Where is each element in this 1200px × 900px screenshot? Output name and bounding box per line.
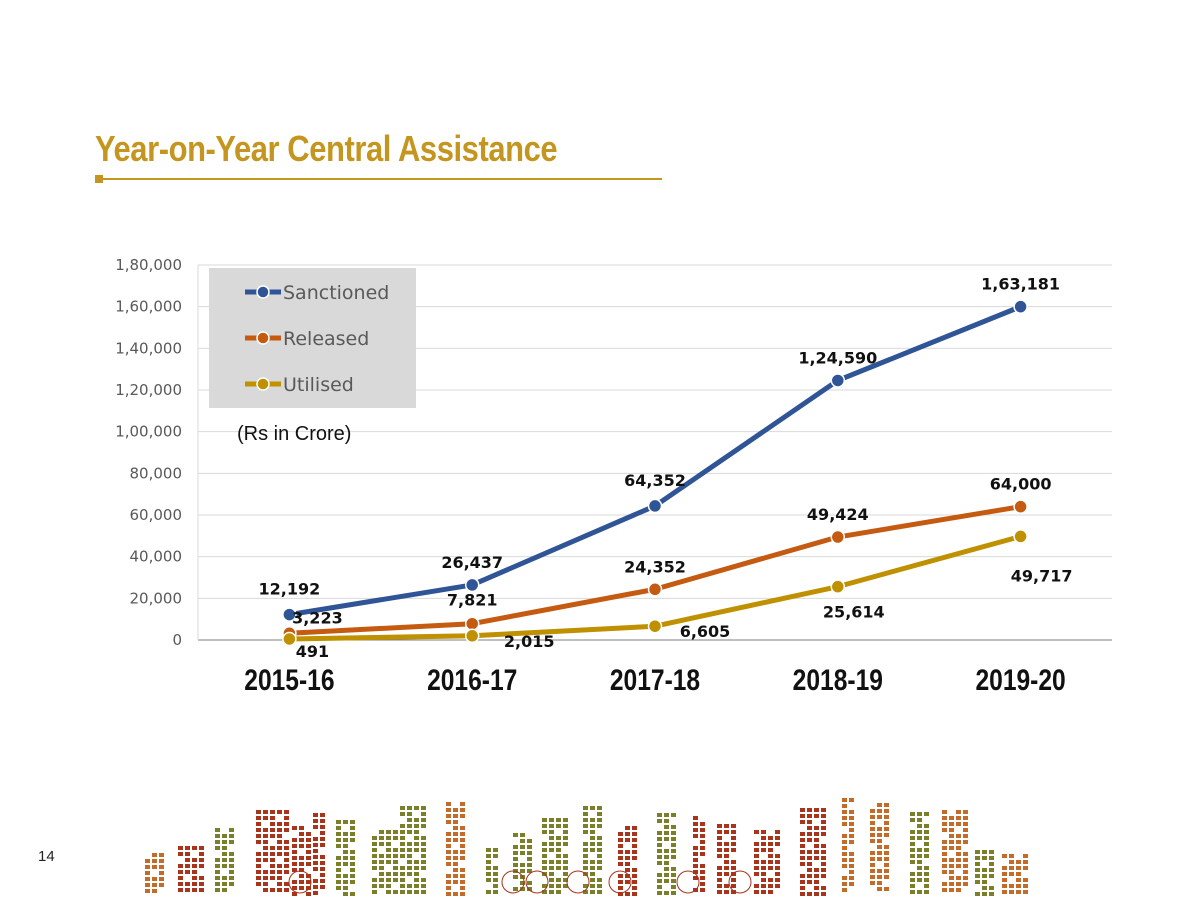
legend-label: Released: [283, 328, 369, 350]
tree-icon: [525, 870, 549, 894]
skyline-building: [975, 850, 994, 896]
skyline-building: [583, 806, 602, 894]
skyline-building: [256, 810, 289, 892]
skyline-building: [336, 820, 355, 896]
skyline-building: [618, 826, 637, 896]
x-tick-label: 2017-18: [610, 663, 700, 697]
y-tick-label: 0: [172, 631, 182, 649]
data-label: 25,614: [823, 603, 885, 622]
data-point: [282, 631, 297, 647]
data-label: 12,192: [259, 580, 321, 599]
skyline-building: [372, 830, 398, 894]
skyline-building: [400, 806, 426, 894]
unit-note: (Rs in Crore): [237, 423, 351, 445]
data-point: [464, 577, 480, 593]
legend-swatch-marker: [256, 331, 270, 345]
title-underline: [95, 178, 662, 180]
data-point: [1013, 299, 1028, 314]
data-label: 3,223: [292, 608, 343, 627]
data-point: [282, 607, 297, 622]
x-tick-label: 2016-17: [427, 663, 517, 697]
data-point: [1013, 499, 1028, 514]
legend-label: Sanctioned: [283, 282, 389, 304]
y-tick-label: 1,20,000: [115, 381, 182, 399]
skyline-building: [292, 826, 311, 896]
data-label: 64,000: [990, 475, 1052, 494]
skyline-building: [215, 828, 234, 892]
legend-swatch-marker: [256, 377, 270, 391]
legend-label: Utilised: [283, 374, 354, 396]
data-label: 49,717: [1011, 566, 1073, 585]
y-tick-label: 60,000: [130, 506, 183, 524]
y-tick-label: 1,00,000: [115, 423, 182, 441]
y-tick-label: 80,000: [130, 464, 183, 482]
tree-icon: [566, 870, 590, 894]
tree-icon: [288, 870, 312, 894]
data-label: 7,821: [447, 591, 498, 610]
skyline-building: [942, 810, 968, 892]
data-label: 2,015: [504, 632, 555, 651]
data-point: [647, 618, 663, 634]
data-point: [647, 498, 663, 514]
x-tick-label: 2019-20: [975, 663, 1065, 697]
data-label: 491: [296, 642, 329, 661]
y-tick-label: 40,000: [130, 548, 183, 566]
skyline-building: [446, 802, 465, 896]
skyline-building: [1002, 854, 1028, 894]
legend-swatch-marker: [256, 285, 270, 299]
legend-box: [209, 268, 416, 408]
y-tick-label: 1,80,000: [115, 256, 182, 274]
data-label: 49,424: [807, 505, 869, 524]
tree-icon: [728, 870, 752, 894]
skyline-building: [542, 818, 568, 894]
data-label: 24,352: [624, 557, 686, 576]
skyline-building: [870, 803, 889, 891]
tree-icon: [676, 870, 700, 894]
skyline-building: [513, 833, 532, 891]
data-point: [830, 579, 846, 594]
slide-title: Year-on-Year Central Assistance: [95, 128, 558, 169]
y-tick-label: 20,000: [130, 589, 183, 607]
data-point: [1013, 529, 1028, 544]
x-tick-label: 2015-16: [244, 663, 334, 697]
skyline-building: [486, 848, 498, 894]
skyline-building: [842, 798, 854, 892]
y-tick-label: 1,40,000: [115, 339, 182, 357]
data-point: [830, 373, 846, 388]
data-point: [830, 529, 846, 545]
page-number: 14: [38, 848, 55, 865]
title-bullet: [95, 175, 103, 183]
data-label: 6,605: [680, 622, 731, 641]
skyline-building: [178, 846, 204, 892]
data-label: 1,24,590: [798, 348, 877, 367]
data-point: [464, 628, 480, 644]
tree-icon: [608, 870, 632, 894]
skyline-building: [717, 824, 736, 894]
skyline-building: [800, 808, 826, 896]
line-chart: 0 20,000 40,000 60,000 80,000 1,00,000 1,20,00…: [115, 256, 1112, 697]
skyline-building: [754, 830, 780, 894]
y-tick-label: 1,60,000: [115, 298, 182, 316]
skyline-building: [693, 816, 705, 892]
tree-icon: [501, 870, 525, 894]
x-tick-label: 2018-19: [793, 663, 883, 697]
skyline-building: [910, 812, 929, 894]
skyline-building: [657, 813, 676, 895]
data-label: 1,63,181: [981, 275, 1060, 294]
skyline-building: [313, 813, 325, 895]
skyline-building: [145, 853, 164, 893]
data-label: 26,437: [441, 553, 503, 572]
data-label: 64,352: [624, 471, 686, 490]
data-point: [647, 582, 663, 597]
